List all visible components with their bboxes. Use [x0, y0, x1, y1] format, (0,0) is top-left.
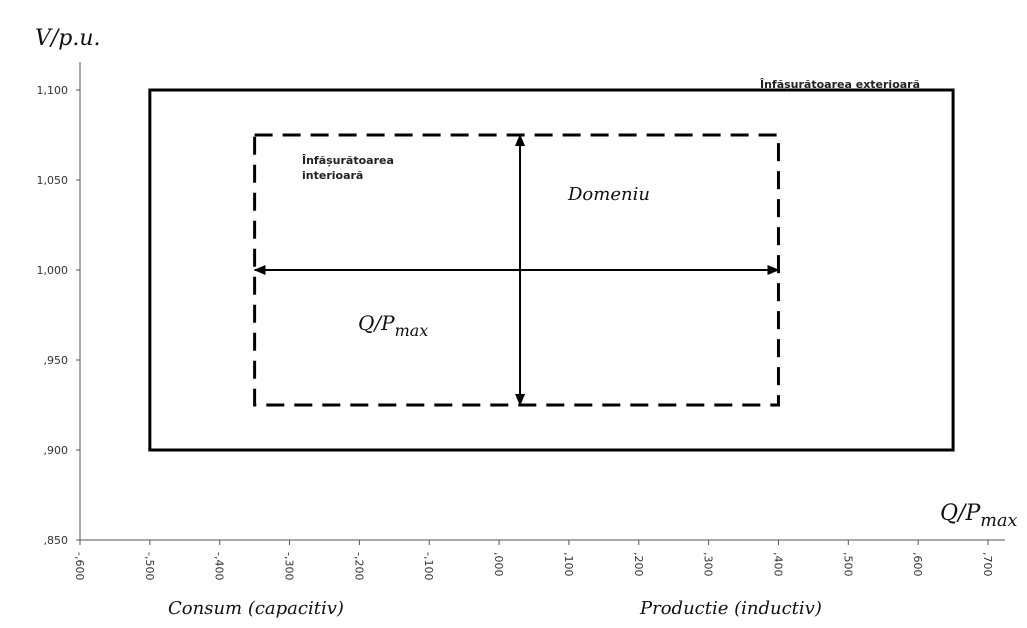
x-tick-label: ,100	[562, 552, 575, 577]
arrow-label: Q/Pmax	[358, 311, 428, 340]
envelope-label: Înfășurătoarea exterioară	[760, 78, 920, 91]
x-tick-label: -,100	[422, 552, 435, 580]
y-tick-label: 1,100	[37, 84, 69, 97]
x-tick-label: -,400	[213, 552, 226, 580]
x-tick-label: ,700	[981, 552, 994, 577]
y-tick-label: ,950	[44, 354, 69, 367]
y-tick-label: ,900	[44, 444, 69, 457]
annotation: Domeniu	[567, 184, 650, 205]
x-tick-label: ,500	[841, 552, 854, 577]
x-axis-label: Q/Pmax	[940, 501, 1017, 531]
x-axis-label-main: Q/P	[940, 501, 981, 526]
x-axis-label-sub: max	[980, 511, 1017, 531]
envelope-label: interioară	[302, 169, 363, 182]
y-tick-label: ,850	[44, 534, 69, 547]
x-tick-label: -,500	[143, 552, 156, 580]
envelope	[148, 88, 955, 452]
region-label: Productie (inductiv)	[639, 598, 822, 619]
x-tick-label: ,400	[771, 552, 784, 577]
envelope-label: Înfășurătoarea	[302, 154, 394, 167]
x-tick-label: ,200	[632, 552, 645, 577]
arrow-label-sub: max	[395, 321, 429, 340]
region-label: Consum (capacitiv)	[168, 598, 344, 619]
x-tick-label: -,300	[283, 552, 296, 580]
arrow-label-main: Q/P	[358, 311, 395, 335]
x-tick-label: ,300	[702, 552, 715, 577]
y-axis-label: V/p.u.	[35, 26, 101, 51]
x-tick-label: ,000	[492, 552, 505, 577]
x-tick-label: -,200	[352, 552, 365, 580]
y-tick-label: 1,000	[37, 264, 69, 277]
x-tick-label: -,600	[73, 552, 86, 580]
x-tick-label: ,600	[911, 552, 924, 577]
y-tick-label: 1,050	[37, 174, 69, 187]
